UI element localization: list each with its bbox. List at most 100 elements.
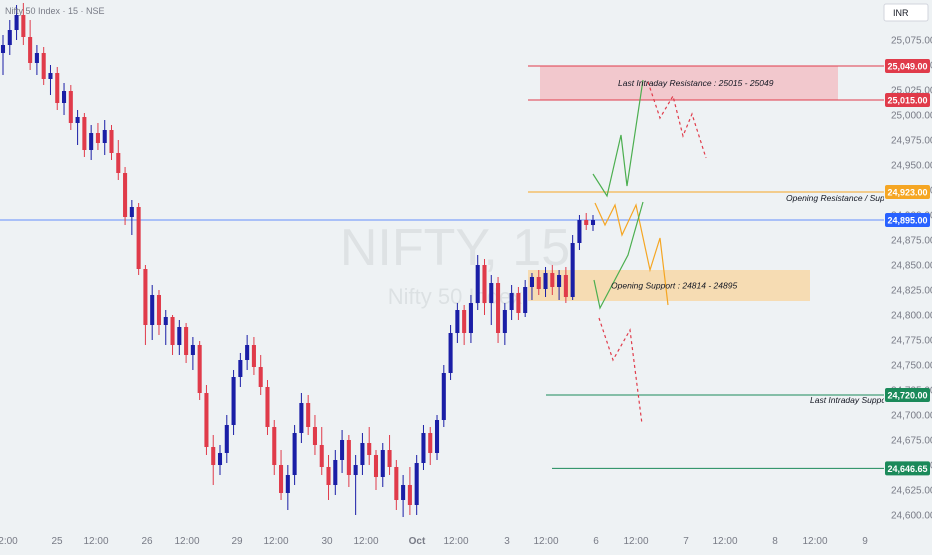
price-tick-label: 24,800.00: [891, 311, 932, 322]
candle-body: [95, 133, 100, 143]
candle-body: [407, 485, 412, 505]
candle-body: [346, 440, 351, 475]
time-tick-label: 3: [504, 536, 510, 547]
candle-body: [584, 220, 589, 225]
candle-body: [34, 53, 39, 63]
candle-body: [550, 273, 555, 287]
time-tick-label: 12:00: [263, 536, 288, 547]
candle-body: [340, 440, 345, 460]
time-tick-label: 8: [772, 536, 778, 547]
candle-body: [251, 345, 256, 367]
price-tick-label: 24,875.00: [891, 236, 932, 247]
candle-body: [211, 447, 216, 465]
price-badge-bg: [885, 461, 930, 476]
price-badge-bg: [885, 213, 930, 227]
candle-body: [68, 91, 73, 123]
time-tick-label: 12:00: [353, 536, 378, 547]
candle-body: [306, 403, 311, 427]
candle-body: [523, 287, 528, 313]
time-tick-label: 9: [862, 536, 868, 547]
price-tick-label: 24,750.00: [891, 361, 932, 372]
candle-body: [414, 463, 419, 505]
candle-body: [401, 485, 406, 500]
candle-body: [428, 433, 433, 453]
price-tick-label: 24,825.00: [891, 286, 932, 297]
candle-body: [89, 133, 94, 150]
price-badge: 25,015.00: [885, 93, 930, 107]
candle-body: [380, 450, 385, 477]
resistance-zone: [540, 66, 838, 100]
candle-body: [441, 373, 446, 420]
price-tick-label: 24,975.00: [891, 136, 932, 147]
price-badges: 25,049.00 25,015.00 24,923.00 24,895.00 24,7…: [885, 59, 930, 476]
candle-body: [204, 393, 209, 447]
candle-body: [563, 275, 568, 297]
candle-body: [231, 377, 236, 425]
watermark-symbol: NIFTY, 15: [340, 219, 570, 277]
price-tick-label: 25,000.00: [891, 111, 932, 122]
candle-body: [82, 117, 87, 150]
opening-resistance-label: Opening Resistance / Support: [786, 193, 900, 203]
candle-body: [292, 433, 297, 475]
price-badge: 24,720.00: [885, 388, 930, 402]
candle-body: [109, 130, 114, 153]
candle-body: [482, 265, 487, 303]
price-badge: 24,923.00: [885, 185, 930, 199]
candle-body: [217, 453, 223, 465]
candle-body: [536, 277, 541, 289]
time-axis[interactable]: 2:00 25 12:00 26 12:00 29 12:00 30 12:00 Oct 12:00…: [0, 530, 884, 550]
price-badge-bg: [885, 59, 930, 73]
time-tick-label: 12:00: [443, 536, 468, 547]
orange-path: [594, 202, 669, 306]
price-badge: 24,895.00: [885, 213, 930, 227]
price-tick-label: 24,850.00: [891, 261, 932, 272]
candle-body: [163, 317, 168, 325]
candle-body: [245, 345, 250, 360]
time-tick-label: 12:00: [174, 536, 199, 547]
zones-layer: [528, 65, 884, 301]
price-tick-label: 25,075.00: [891, 36, 932, 47]
candle-body: [326, 467, 331, 485]
candle-body: [272, 427, 277, 465]
candle-body: [455, 310, 460, 333]
candle-body: [0, 45, 6, 53]
candle-body: [373, 455, 379, 477]
candle-body: [48, 73, 53, 79]
price-axis-bg: [884, 0, 932, 550]
candle-body: [543, 273, 548, 289]
candle-body: [516, 293, 521, 313]
price-tick-label: 24,700.00: [891, 411, 932, 422]
annotations: Last Intraday Resistance : 25015 - 25049…: [611, 78, 900, 405]
candle-body: [448, 333, 453, 373]
price-tick-label: 24,625.00: [891, 486, 932, 497]
time-tick-label: 26: [141, 536, 153, 547]
candle-body: [116, 153, 121, 173]
time-tick-label: 25: [51, 536, 63, 547]
candle-body: [150, 295, 155, 325]
symbol-title: Nifty 50 Index · 15 · NSE: [5, 6, 105, 16]
time-tick-label: 12:00: [802, 536, 827, 547]
price-badge-label: 24,895.00: [887, 216, 927, 226]
candle-body: [258, 367, 263, 387]
price-badge-bg: [885, 185, 930, 199]
candle-body: [502, 310, 507, 333]
candle-body: [238, 360, 243, 377]
time-tick-label: 12:00: [533, 536, 558, 547]
candle-body: [224, 425, 229, 453]
candle-body: [177, 327, 182, 345]
candle-body: [496, 283, 501, 333]
price-badge-label: 24,923.00: [887, 188, 927, 198]
candle-body: [265, 387, 270, 427]
candle-body: [129, 207, 134, 217]
candle-body: [62, 91, 67, 103]
candles-layer: [0, 3, 596, 517]
candle-body: [41, 53, 46, 79]
currency-button[interactable]: INR: [883, 3, 929, 22]
candle-body: [75, 117, 80, 123]
candle-body: [197, 345, 202, 393]
price-badge-bg: [885, 93, 930, 107]
price-badge: 25,049.00: [885, 59, 930, 73]
price-tick-label: 24,775.00: [891, 336, 932, 347]
